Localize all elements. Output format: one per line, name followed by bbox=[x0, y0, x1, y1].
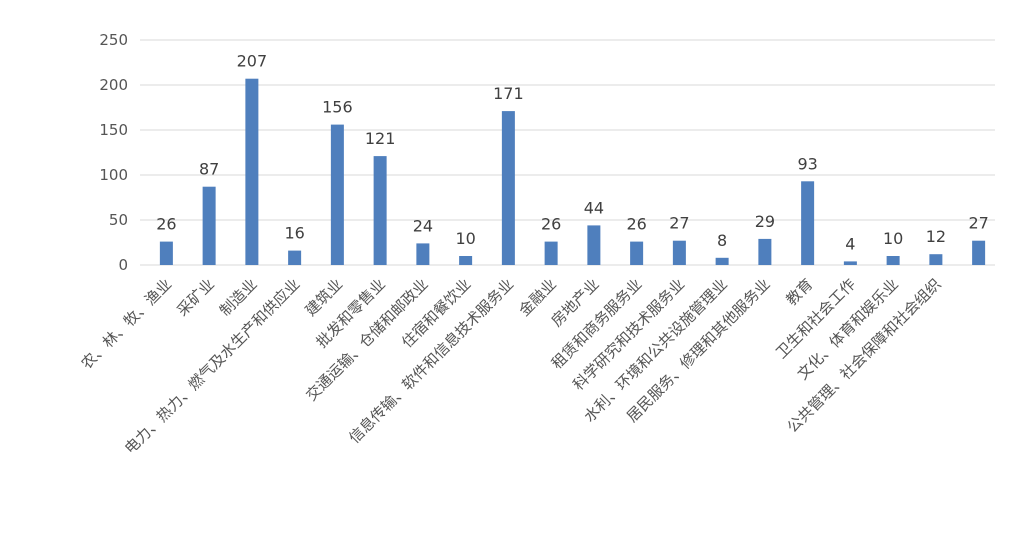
bar bbox=[459, 256, 473, 265]
bar bbox=[715, 257, 729, 265]
bar bbox=[373, 156, 387, 265]
data-label: 24 bbox=[413, 216, 433, 235]
y-tick-label: 100 bbox=[99, 166, 128, 184]
data-label: 156 bbox=[322, 98, 353, 117]
data-label: 12 bbox=[926, 227, 946, 246]
y-tick-label: 0 bbox=[118, 256, 128, 274]
x-tick-label: 教育 bbox=[783, 275, 817, 309]
data-label: 44 bbox=[584, 198, 604, 217]
data-label: 207 bbox=[237, 52, 268, 71]
data-label: 171 bbox=[493, 84, 524, 103]
data-label: 10 bbox=[455, 229, 475, 248]
data-label: 27 bbox=[968, 214, 988, 233]
x-tick-label: 采矿业 bbox=[173, 275, 218, 320]
bar bbox=[416, 243, 430, 265]
bar bbox=[288, 250, 302, 265]
bar bbox=[544, 241, 558, 265]
bar bbox=[330, 124, 344, 265]
data-label: 26 bbox=[156, 215, 176, 234]
data-label: 29 bbox=[755, 212, 775, 231]
bar bbox=[972, 240, 986, 265]
x-tick-label: 农、林、牧、渔业 bbox=[78, 275, 176, 373]
bar bbox=[159, 241, 173, 265]
y-tick-label: 150 bbox=[99, 121, 128, 139]
bar bbox=[886, 256, 900, 265]
bar bbox=[501, 111, 515, 265]
data-label: 93 bbox=[797, 154, 817, 173]
data-label: 16 bbox=[284, 224, 304, 243]
bar bbox=[630, 241, 644, 265]
y-tick-label: 250 bbox=[99, 31, 128, 49]
data-label: 26 bbox=[541, 215, 561, 234]
bar bbox=[801, 181, 815, 265]
bar bbox=[587, 225, 601, 265]
bar bbox=[929, 254, 943, 265]
data-label: 87 bbox=[199, 160, 219, 179]
y-tick-label: 50 bbox=[109, 211, 128, 229]
data-label: 10 bbox=[883, 229, 903, 248]
data-label: 121 bbox=[365, 129, 396, 148]
data-label: 8 bbox=[717, 231, 727, 250]
y-tick-label: 200 bbox=[99, 76, 128, 94]
data-label: 26 bbox=[626, 215, 646, 234]
data-label: 4 bbox=[845, 234, 855, 253]
bar bbox=[843, 261, 857, 265]
data-label: 27 bbox=[669, 214, 689, 233]
bar bbox=[245, 78, 259, 265]
bar bbox=[758, 238, 772, 265]
bar bbox=[202, 186, 216, 265]
bar bbox=[672, 240, 686, 265]
